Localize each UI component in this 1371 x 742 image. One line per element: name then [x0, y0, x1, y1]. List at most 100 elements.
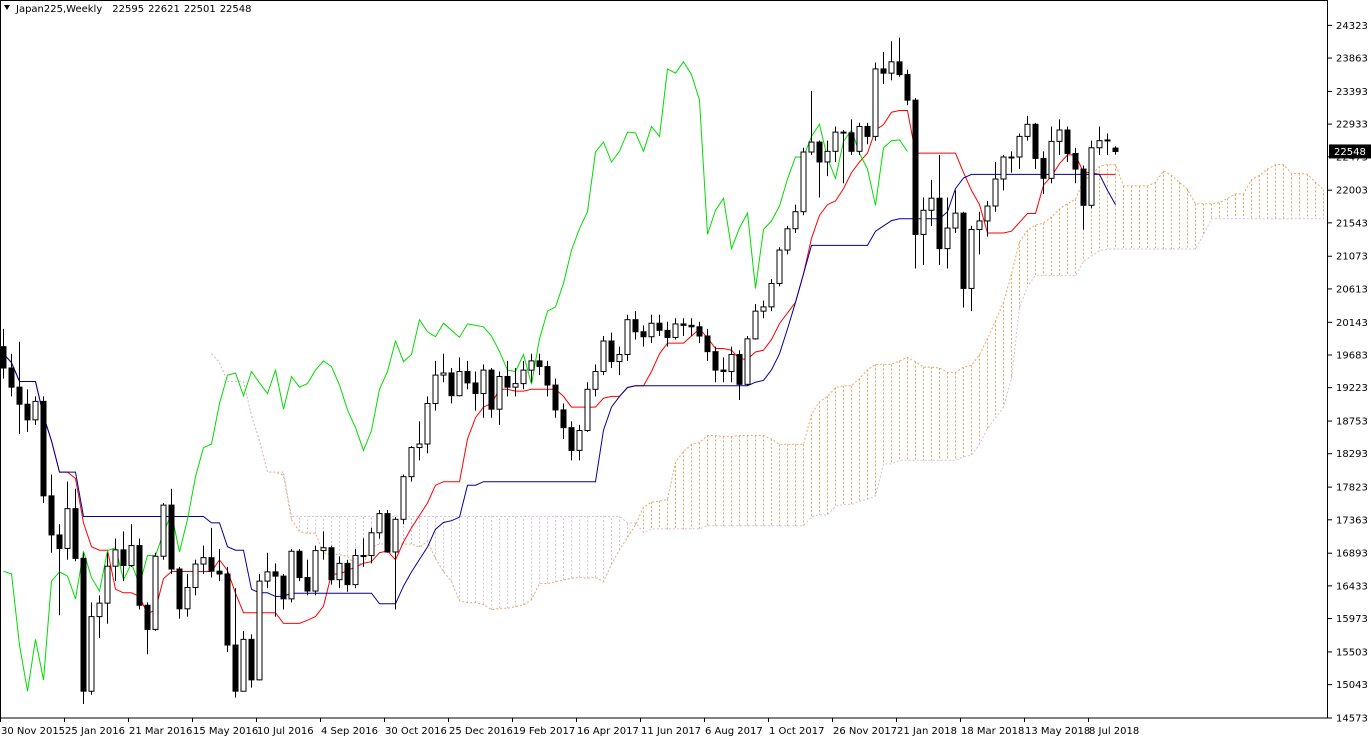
candle-body	[1017, 136, 1022, 157]
candle-body	[577, 431, 582, 451]
high: 22621	[148, 4, 180, 15]
candle-body	[681, 324, 686, 325]
candle-body	[689, 325, 694, 326]
symbol: Japan225,Weekly	[15, 4, 102, 15]
candle-body	[17, 387, 22, 404]
candle-body	[881, 69, 886, 73]
candle-body	[369, 533, 374, 556]
x-tick-label: 10 Jul 2016	[257, 726, 314, 737]
y-tick-label: 15973	[1336, 614, 1368, 625]
candle-body	[433, 375, 438, 403]
candle-body	[321, 548, 326, 551]
candle-body	[897, 62, 902, 75]
x-tick-label: 1 Oct 2017	[769, 726, 824, 737]
y-tick-label: 16893	[1336, 549, 1368, 560]
candle-body	[393, 519, 398, 552]
candle-body	[601, 341, 606, 372]
candle-body	[521, 370, 526, 383]
y-tick-label: 15503	[1336, 647, 1368, 658]
y-tick-label: 20143	[1336, 318, 1368, 329]
candle-body	[193, 564, 198, 587]
x-tick-label: 13 May 2018	[1025, 726, 1090, 737]
candle-body	[1025, 124, 1030, 136]
candle-body	[817, 142, 822, 162]
candle-body	[337, 563, 342, 579]
candle-body	[585, 389, 590, 430]
y-tick-label: 14573	[1336, 714, 1368, 725]
candle-body	[761, 307, 766, 311]
candle-body	[1081, 169, 1086, 205]
x-tick-label: 30 Oct 2016	[385, 726, 447, 737]
candle-body	[409, 448, 414, 477]
candle-body	[505, 377, 510, 388]
candle-body	[713, 352, 718, 370]
candle-body	[825, 151, 830, 162]
candle-body	[497, 377, 502, 410]
candle-body	[1073, 153, 1078, 169]
candle-body	[633, 320, 638, 332]
candle-body	[1089, 148, 1094, 206]
x-tick-label: 19 Feb 2017	[513, 726, 575, 737]
candle-body	[993, 179, 998, 206]
candle-body	[489, 370, 494, 409]
candle-body	[809, 142, 814, 152]
candle-body	[657, 323, 662, 330]
candle-body	[25, 404, 30, 420]
candle-body	[137, 546, 142, 606]
candle-body	[905, 75, 910, 101]
background	[0, 0, 1371, 742]
candle-body	[729, 354, 734, 371]
candle-body	[593, 372, 598, 390]
x-tick-label: 16 Apr 2017	[577, 726, 639, 737]
candle-body	[345, 563, 350, 584]
candle-body	[769, 283, 774, 306]
y-tick-label: 20613	[1336, 284, 1368, 295]
candle-body	[49, 496, 54, 535]
candle-body	[801, 152, 806, 212]
candle-body	[985, 206, 990, 221]
y-tick-label: 23393	[1336, 87, 1368, 98]
candle-body	[1113, 148, 1118, 151]
candle-body	[281, 576, 286, 599]
candle-body	[1001, 157, 1006, 179]
x-tick-label: 25 Dec 2016	[449, 726, 513, 737]
candle-body	[41, 401, 46, 495]
candle-body	[89, 617, 94, 692]
candle-body	[753, 311, 758, 339]
candle-body	[161, 505, 166, 556]
candle-body	[745, 339, 750, 384]
candle-body	[113, 550, 118, 566]
x-tick-label: 21 Mar 2016	[129, 726, 192, 737]
candle-body	[737, 354, 742, 384]
candle-body	[1009, 157, 1014, 158]
close: 22548	[220, 4, 252, 15]
candle-body	[457, 372, 462, 396]
candle-body	[513, 384, 518, 388]
candle-body	[177, 569, 182, 609]
candle-body	[849, 133, 854, 151]
candle-body	[673, 324, 678, 337]
candle-body	[777, 250, 782, 283]
x-tick-label: 21 Jan 2018	[897, 726, 957, 737]
candle-body	[377, 514, 382, 533]
candle-body	[241, 639, 246, 691]
candle-body	[937, 198, 942, 248]
candle-body	[217, 571, 222, 574]
candle-body	[665, 330, 670, 337]
candle-body	[1041, 158, 1046, 178]
x-tick-label: 15 May 2016	[193, 726, 258, 737]
y-tick-label: 19683	[1336, 350, 1368, 361]
candle-body	[481, 370, 486, 393]
candle-body	[201, 558, 206, 564]
y-tick-label: 21543	[1336, 218, 1368, 229]
candle-body	[913, 100, 918, 234]
candle-body	[609, 341, 614, 362]
candle-body	[561, 410, 566, 428]
candle-body	[361, 556, 366, 557]
candle-body	[9, 368, 14, 387]
candle-body	[209, 558, 214, 571]
x-tick-label: 26 Nov 2017	[833, 726, 897, 737]
candle-body	[33, 401, 38, 419]
candle-body	[97, 603, 102, 616]
candle-body	[385, 514, 390, 552]
